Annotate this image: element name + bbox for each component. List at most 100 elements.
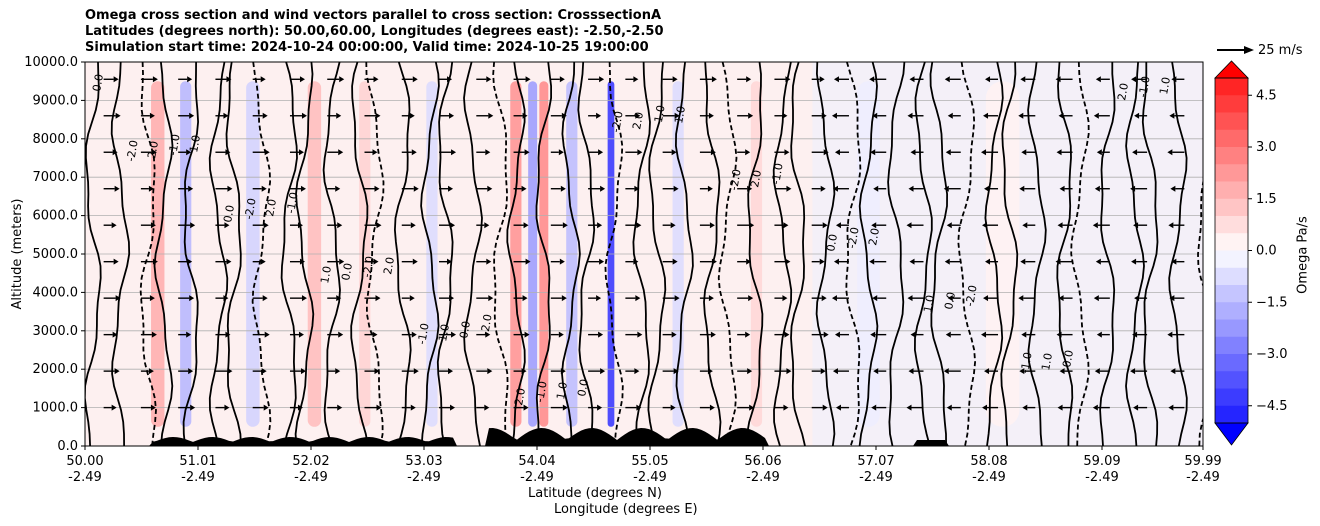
wind-vector-head <box>946 222 952 229</box>
contour-label: 2.0 <box>512 387 528 406</box>
wind-vector-head <box>906 222 912 229</box>
y-tick-label: 5000.0 <box>33 247 79 262</box>
wind-vector-head <box>189 112 195 119</box>
wind-vector-head <box>485 149 491 156</box>
wind-vector-head <box>831 295 837 302</box>
colorbar: 4.5 3.0 1.5 0.0 −1.5 −3.0 −4.5 <box>1214 60 1288 446</box>
wind-vector-head <box>375 112 381 119</box>
wind-vector-head <box>484 222 490 229</box>
contour-line <box>1099 62 1116 446</box>
wind-vector-head <box>150 404 156 411</box>
wind-vector-head <box>600 185 606 192</box>
contour-label: 1.0 <box>436 323 452 342</box>
wind-vector-head <box>111 404 117 411</box>
wind-vector-head <box>709 222 715 229</box>
wind-vector-head <box>1130 185 1136 192</box>
wind-vector-head <box>782 112 788 119</box>
wind-vector-head <box>451 331 457 338</box>
wind-vector-head <box>908 368 914 375</box>
wind-vector-head <box>149 112 155 119</box>
contour-label: -1.0 <box>651 104 668 127</box>
wind-vector-head <box>1168 222 1174 229</box>
contour-label: 0.0 <box>824 233 840 252</box>
colorbar-segment <box>1215 285 1248 303</box>
wind-vector-head <box>834 331 840 338</box>
wind-vector-head <box>410 404 416 411</box>
y-axis-label: Altitude (meters) <box>10 199 25 310</box>
wind-vector-head <box>487 185 493 192</box>
wind-vector-head <box>637 149 643 156</box>
wind-vector-head <box>1020 76 1026 83</box>
wind-vector-head <box>151 149 157 156</box>
wind-vector-head <box>709 404 715 411</box>
colorbar-segment <box>1215 78 1248 96</box>
contour-label: 0.0 <box>457 320 473 339</box>
wind-vector-head <box>260 258 266 265</box>
omega-contours: 0.01.0-1.02.0-2.00.01.0-1.02.0-2.00.01.0… <box>85 62 1203 446</box>
contour-label: -1.0 <box>1136 75 1153 98</box>
wind-vector-head <box>670 404 676 411</box>
x-tick-label-lon: -2.49 <box>1085 470 1119 485</box>
wind-vector-head <box>869 76 875 83</box>
colorbar-segment <box>1215 147 1248 165</box>
wind-vector-head <box>944 258 950 265</box>
wind-vector-head <box>263 404 269 411</box>
wind-vector-head <box>522 295 528 302</box>
wind-vector-head <box>1167 149 1173 156</box>
wind-vector-head <box>636 222 642 229</box>
wind-vector-head <box>746 76 752 83</box>
x-tick-label-lon: -2.49 <box>1186 470 1220 485</box>
wind-vector-head <box>561 112 567 119</box>
wind-vector-head <box>822 222 828 229</box>
y-tick-label: 4000.0 <box>33 285 79 300</box>
colorbar-tick-label: 1.5 <box>1256 192 1277 207</box>
wind-vector-head <box>834 149 840 156</box>
wind-vector-head <box>188 185 194 192</box>
wind-vector-head <box>749 222 755 229</box>
wind-vector-head <box>947 112 953 119</box>
wind-vector-head <box>1134 295 1140 302</box>
wind-vector-head <box>1096 149 1102 156</box>
wind-vector-head <box>227 185 233 192</box>
y-tick-label: 2000.0 <box>33 362 79 377</box>
contour-line <box>604 62 624 446</box>
wind-vector-head <box>336 295 342 302</box>
wind-vector-head <box>262 295 268 302</box>
colorbar-extend-min <box>1214 422 1249 446</box>
wind-vector-head <box>783 222 789 229</box>
wind-vector-head <box>524 149 530 156</box>
wind-vector-head <box>338 331 344 338</box>
wind-vector-head <box>745 149 751 156</box>
x-tick-label-lat: 51.01 <box>179 454 216 469</box>
y-tick-label: 0.0 <box>57 439 78 454</box>
wind-vector-head <box>672 258 678 265</box>
wind-vector-head <box>708 112 714 119</box>
wind-vector-head <box>984 368 990 375</box>
wind-vector-head <box>871 404 877 411</box>
wind-vector-head <box>786 185 792 192</box>
wind-vector-head <box>982 222 988 229</box>
contour-label: 2.0 <box>866 227 882 246</box>
x-axis-label-latitude: Latitude (degrees N) <box>528 486 662 501</box>
wind-vector-head <box>981 149 987 156</box>
contour-line <box>929 62 949 446</box>
colorbar-segment <box>1215 371 1248 389</box>
wind-vector-head <box>148 185 154 192</box>
wind-vector-head <box>671 331 677 338</box>
wind-vector-head <box>335 368 341 375</box>
wind-vector-head <box>186 149 192 156</box>
contour-line <box>280 62 298 446</box>
contour-label: -2.0 <box>963 284 980 307</box>
wind-vector-head <box>983 112 989 119</box>
y-axis: 0.0 1000.0 2000.0 3000.0 4000.0 5000.0 6000.0 7… <box>24 55 85 454</box>
wind-vector-head <box>335 185 341 192</box>
wind-vector-head <box>337 404 343 411</box>
contour-line <box>85 62 102 446</box>
wind-vector-head <box>561 295 567 302</box>
wind-vector-head <box>190 222 196 229</box>
wind-vector-head <box>981 331 987 338</box>
x-tick-label-lat: 58.08 <box>970 454 1007 469</box>
wind-vector-head <box>598 149 604 156</box>
wind-vector-head <box>152 258 158 265</box>
